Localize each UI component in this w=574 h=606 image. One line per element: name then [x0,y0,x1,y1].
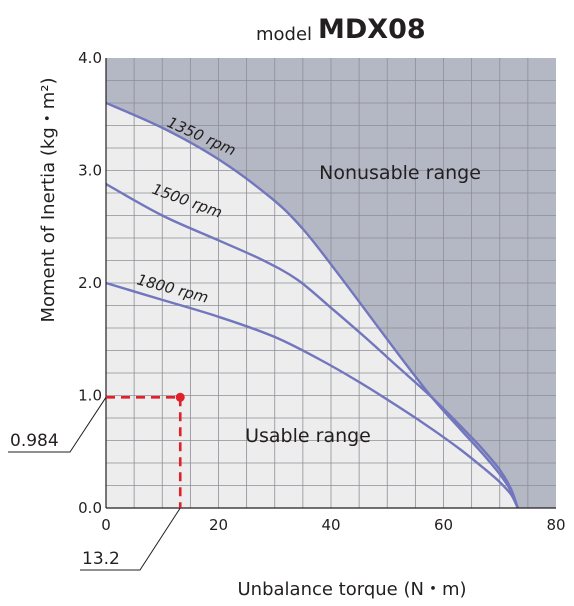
y-tick-label: 3.0 [78,162,102,180]
y-callout-value: 0.984 [10,431,59,451]
series-line-1350-rpm [106,101,519,508]
y-axis-title: Moment of Inertia (kg・m²) [38,77,59,322]
x-tick-label: 80 [546,516,565,534]
title-prefix: model [256,24,313,45]
x-tick-label: 0 [101,516,111,534]
nonusable-range-label: Nonusable range [319,162,481,184]
usable-range-label: Usable range [245,425,371,447]
x-tick-label: 60 [434,516,453,534]
y-tick-label: 0.0 [78,499,102,517]
y-callout-leader [8,397,107,453]
series-line-1800-rpm [106,281,519,508]
title-model: MDX08 [318,14,426,45]
x-tick-label: 20 [209,516,228,534]
y-tick-label: 1.0 [78,387,102,405]
x-callout-value: 13.2 [82,549,120,569]
series-line-1500-rpm [106,182,519,508]
y-tick-label: 2.0 [78,274,102,292]
y-tick-label: 4.0 [78,49,102,67]
operating-point [175,392,185,402]
x-axis-title: Unbalance torque (N・m) [238,579,467,600]
x-callout-leader [80,507,181,571]
x-tick-label: 40 [321,516,340,534]
